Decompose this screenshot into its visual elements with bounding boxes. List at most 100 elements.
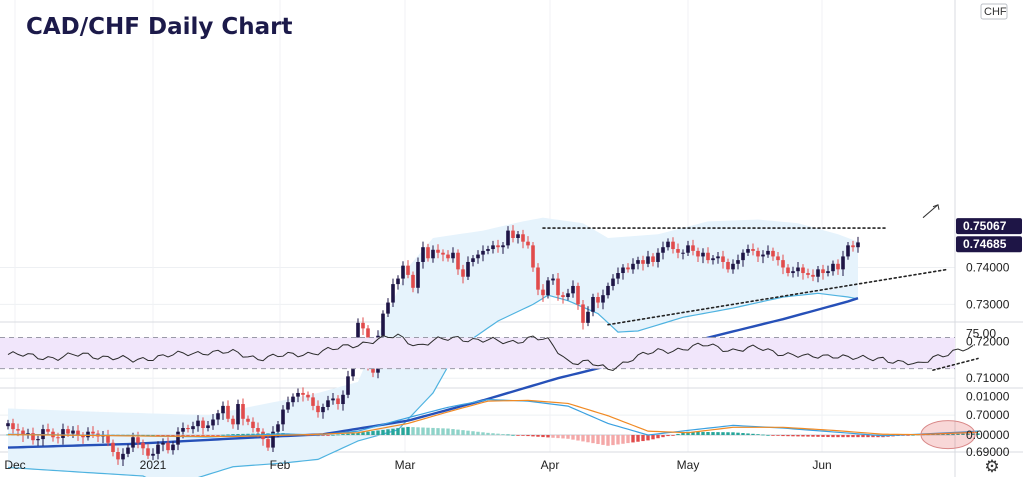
candle	[711, 258, 715, 261]
macd-histogram-bar	[781, 435, 785, 437]
macd-histogram-bar	[821, 435, 825, 437]
y-tick-label: 0.71000	[966, 371, 1010, 385]
candle	[211, 419, 215, 426]
candle	[321, 406, 325, 413]
candle	[291, 396, 295, 403]
macd-histogram-bar	[811, 435, 815, 437]
macd-histogram-bar	[651, 435, 655, 440]
moving-average	[7, 297, 859, 449]
macd-histogram-bar	[491, 433, 495, 435]
macd-histogram-bar	[341, 434, 345, 435]
candle	[186, 428, 190, 430]
candle	[36, 439, 40, 441]
rsi-panel	[0, 333, 979, 372]
macd-histogram-bar	[906, 435, 910, 436]
candle	[571, 285, 575, 294]
macd-histogram-bar	[371, 431, 375, 435]
macd-histogram-bar	[241, 433, 245, 435]
candle	[141, 442, 145, 449]
macd-histogram-bar	[196, 435, 200, 436]
macd-histogram-bar	[541, 435, 545, 438]
macd-histogram-bar	[641, 435, 645, 442]
macd-histogram-bar	[571, 435, 575, 440]
macd-histogram-bar	[226, 434, 230, 436]
candle	[741, 252, 745, 261]
candle	[551, 278, 555, 281]
macd-histogram-bar	[481, 432, 485, 435]
candle	[561, 295, 565, 298]
gear-icon[interactable]: ⚙	[984, 457, 999, 477]
candle	[616, 273, 620, 279]
macd-histogram-bar	[511, 434, 515, 436]
candle	[501, 245, 505, 248]
macd-histogram-bar	[156, 435, 160, 436]
macd-histogram-bar	[936, 434, 940, 435]
macd-histogram-bar	[776, 435, 780, 436]
candle	[466, 261, 470, 277]
macd-histogram-bar	[581, 435, 585, 442]
macd-histogram-bar	[321, 435, 325, 436]
candle	[781, 260, 785, 268]
macd-histogram-bar	[166, 435, 170, 436]
candle	[251, 421, 255, 429]
candle	[701, 252, 705, 257]
x-tick-label: 2021	[140, 458, 167, 472]
candle	[151, 453, 155, 456]
candle	[441, 252, 445, 255]
candle	[476, 254, 480, 259]
candle	[191, 426, 195, 430]
candle	[16, 429, 20, 431]
macd-histogram-bar	[441, 428, 445, 435]
candle	[451, 252, 455, 259]
candle	[611, 278, 615, 286]
candle	[566, 293, 570, 298]
macd-histogram-bar	[611, 435, 615, 446]
candle	[536, 267, 540, 290]
candle	[181, 428, 185, 432]
candle	[646, 256, 650, 264]
macd-histogram-bar	[386, 429, 390, 435]
macd-histogram-bar	[186, 435, 190, 436]
candle	[556, 278, 560, 296]
x-tick-label: Apr	[541, 458, 560, 472]
candle	[591, 297, 595, 312]
macd-histogram-bar	[141, 434, 145, 436]
macd-histogram-bar	[966, 433, 970, 435]
candle	[541, 289, 545, 296]
macd-histogram-bar	[551, 435, 555, 438]
candle	[341, 394, 345, 405]
macd-histogram-bar	[421, 427, 425, 435]
macd-histogram-bar	[656, 435, 660, 439]
candle	[121, 453, 125, 460]
candle	[756, 250, 760, 257]
macd-histogram-bar	[741, 433, 745, 435]
macd-histogram-bar	[786, 435, 790, 437]
macd-histogram-bar	[331, 434, 335, 436]
macd-signal-line	[7, 399, 979, 438]
y-tick-label: 0.74000	[966, 261, 1010, 275]
macd-histogram-bar	[971, 433, 975, 435]
macd-histogram-bar	[466, 430, 470, 435]
candle	[651, 256, 655, 262]
macd-histogram-bar	[436, 428, 440, 435]
macd-histogram-bar	[381, 429, 385, 435]
candle	[636, 260, 640, 264]
candle	[746, 249, 750, 253]
candle	[61, 429, 65, 438]
macd-histogram-bar	[676, 433, 680, 435]
candle	[221, 405, 225, 414]
macd-histogram-bar	[431, 427, 435, 435]
candle	[46, 429, 50, 432]
macd-histogram-bar	[561, 435, 565, 439]
price-tag-label: 0.74685	[963, 237, 1007, 251]
macd-histogram-bar	[696, 431, 700, 435]
candle	[846, 245, 850, 257]
macd-histogram-bar	[711, 432, 715, 435]
macd-histogram-bar	[306, 435, 310, 436]
candle	[736, 260, 740, 264]
candle	[6, 423, 10, 427]
candle	[91, 431, 95, 434]
macd-histogram-bar	[796, 435, 800, 437]
candle	[386, 302, 390, 314]
macd-histogram-bar	[516, 435, 520, 436]
